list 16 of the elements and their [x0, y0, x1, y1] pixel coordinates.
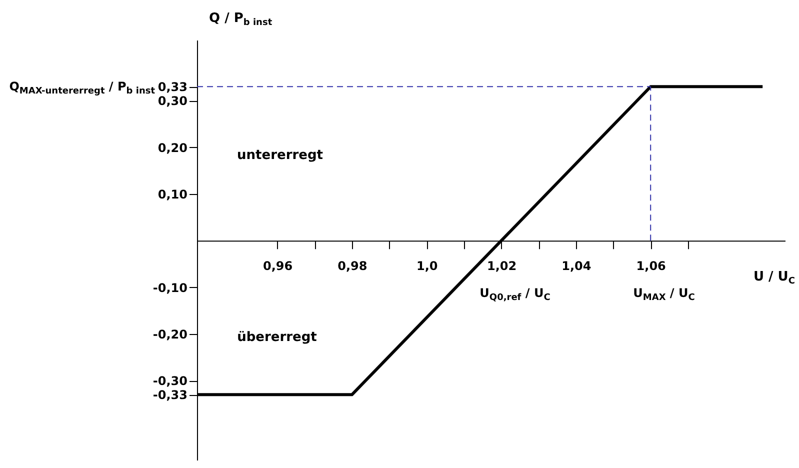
x-tick-label: 0,96 — [262, 259, 293, 274]
x-tick-label: 1,02 — [486, 259, 517, 274]
y-tick-label: 0,20 — [158, 140, 188, 155]
x-tick-label: 1,06 — [636, 259, 666, 274]
x-tick-label: 1,0 — [416, 259, 438, 274]
y-tick-label: 0,10 — [158, 188, 188, 202]
annotation: untererregt — [237, 148, 323, 163]
y-tick-label: -0,20 — [152, 328, 188, 342]
y-tick-label: 0,30 — [158, 94, 188, 108]
x-tick-label: 0,98 — [338, 259, 368, 274]
annotation: übererregt — [237, 330, 317, 345]
y-tick-label: 0,33 — [158, 80, 188, 94]
y-tick-label: -0,10 — [152, 280, 188, 295]
y-tick-label: -0,33 — [152, 388, 188, 402]
y-tick-label: -0,30 — [152, 374, 188, 388]
x-tick-label: 1,04 — [562, 259, 592, 274]
